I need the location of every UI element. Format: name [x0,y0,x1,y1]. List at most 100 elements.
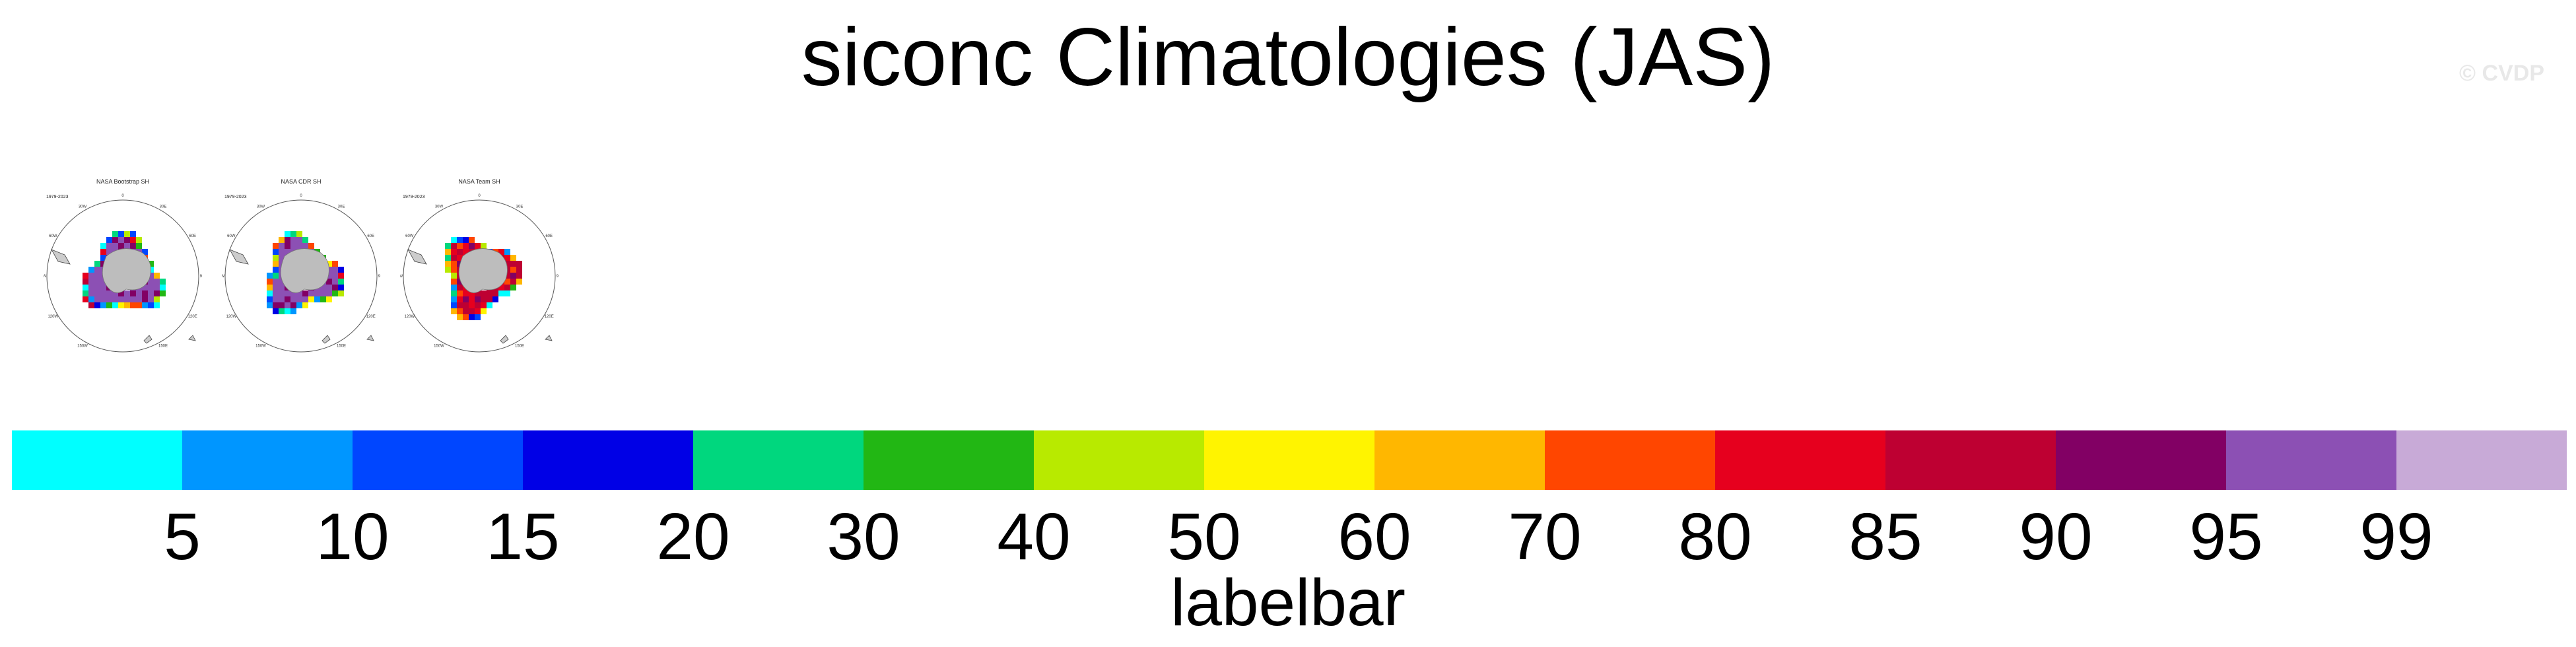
labelbar-box [1374,430,1545,490]
sea-ice-cell [487,290,492,296]
sea-ice-cell [332,267,338,273]
sea-ice-cell [457,302,463,308]
sea-ice-cell [451,261,457,267]
longitude-label: 60W [49,234,57,238]
sea-ice-cell [279,249,285,255]
labelbar-tick-label: 10 [316,500,390,574]
sea-ice-cell [510,255,516,261]
sea-ice-cell [463,308,469,314]
sea-ice-cell [332,273,338,279]
sea-ice-cell [285,308,290,314]
sea-ice-cell [142,249,148,255]
sea-ice-cell [492,296,498,302]
sea-ice-cell [332,290,338,296]
south-america-landmass [229,249,249,265]
map-panel-team: NASA Team SH 1979-2023 0 30E 60E 90E 120E 150E 1… [400,177,559,355]
sea-ice-cell [88,285,94,290]
longitude-label: 120E [366,315,376,319]
sea-ice-cell [320,285,326,290]
sea-ice-cell [130,243,136,249]
sea-ice-cell [504,249,510,255]
sea-ice-cell [106,237,112,243]
labelbar-box [353,430,524,490]
sea-ice-cell [296,290,302,296]
sea-ice-cell [326,261,332,267]
sea-ice-cell [285,249,290,255]
sea-ice-cell [457,314,463,320]
sea-ice-cell [338,290,344,296]
sea-ice-cell [279,255,285,261]
sea-ice-cell [273,243,279,249]
longitude-label: 150E [158,345,168,349]
sea-ice-cell [100,296,106,302]
longitude-label: 90E [200,275,202,279]
sea-ice-cell [481,243,487,249]
sea-ice-cell [290,308,296,314]
sea-ice-cell [112,296,118,302]
sea-ice-cell [445,255,451,261]
sea-ice-cell [326,273,332,279]
longitude-label: 90W [44,275,47,279]
sea-ice-cell [290,237,296,243]
sea-ice-cell [290,296,296,302]
sea-ice-cell [302,302,308,308]
longitude-label: 120E [188,315,197,319]
sea-ice-cell [106,302,112,308]
sea-ice-cell [106,296,112,302]
sea-ice-cell [487,302,492,308]
sea-ice-cell [160,285,166,290]
sea-ice-cell [469,290,475,296]
sea-ice-cell [510,279,516,285]
sea-ice-cell [308,296,314,302]
sea-ice-cell [130,237,136,243]
sea-ice-cell [100,302,106,308]
sea-ice-cell [338,273,344,279]
labelbar-box [12,430,183,490]
sea-ice-cell [88,273,94,279]
sea-ice-cell [487,296,492,302]
sea-ice-cell [279,308,285,314]
sea-ice-cell [88,296,94,302]
south-america-landmass [407,249,427,265]
labelbar-tick-label: 95 [2189,500,2263,574]
sea-ice-cell [320,290,326,296]
sea-ice-cell [94,279,100,285]
sea-ice-cell [498,290,504,296]
sea-ice-cell [302,237,308,243]
labelbar-box [1204,430,1375,490]
sea-ice-cell [475,290,481,296]
sea-ice-cell [83,273,88,279]
panel-title: NASA CDR SH [281,178,321,185]
sea-ice-cell [83,279,88,285]
sea-ice-cell [296,296,302,302]
sea-ice-cell [475,314,481,320]
sea-ice-cell [142,290,148,296]
sea-ice-cell [451,285,457,290]
sea-ice-cell [516,279,522,285]
sea-ice-cell [118,302,124,308]
labelbar-title: labelbar [1170,566,1406,640]
sea-ice-cell [100,279,106,285]
labelbar-box [1715,430,1886,490]
sea-ice-cell [457,296,463,302]
sea-ice-cell [130,302,136,308]
sea-ice-cell [100,255,106,261]
sea-ice-cell [510,267,516,273]
sea-ice-cell [279,285,285,290]
sea-ice-cell [267,290,273,296]
labelbar-tick-label: 85 [1848,500,1922,574]
sea-ice-cell [279,243,285,249]
labelbar-tick-label: 99 [2359,500,2433,574]
longitude-label: 30E [516,205,524,209]
sea-ice-cell [451,302,457,308]
labelbar [12,430,2567,490]
sea-ice-cell [326,285,332,290]
longitude-label: 90W [400,275,403,279]
sea-ice-cell [273,249,279,255]
longitude-label: 120W [226,315,236,319]
sea-ice-cell [154,296,160,302]
sea-ice-cell [142,285,148,290]
sea-ice-cell [463,243,469,249]
sea-ice-cell [142,302,148,308]
sea-ice-cell [279,237,285,243]
